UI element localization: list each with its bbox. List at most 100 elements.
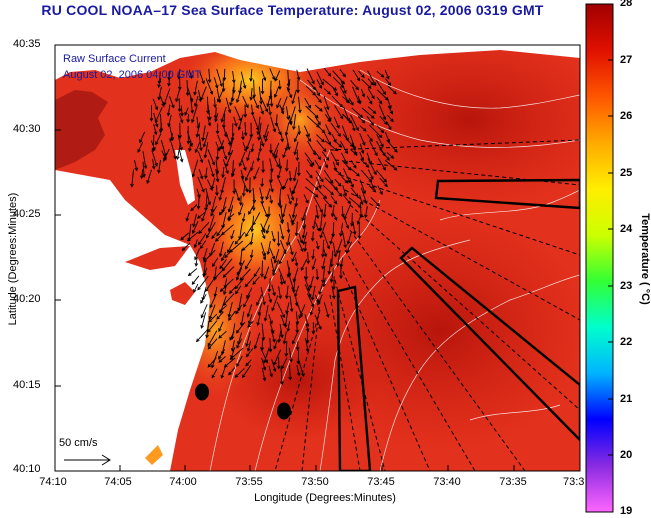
bay-water	[125, 246, 190, 270]
current-vector	[168, 122, 174, 141]
current-vector	[303, 125, 310, 137]
current-vector	[294, 141, 299, 155]
current-vector	[279, 197, 282, 209]
current-vector-head	[290, 251, 294, 256]
current-vector-head	[301, 217, 305, 222]
current-vector	[252, 212, 261, 226]
current-vector-head	[262, 235, 266, 240]
current-vector	[248, 314, 253, 324]
current-vector-head	[154, 106, 159, 111]
current-vector-head	[317, 165, 322, 170]
long-island-land	[55, 45, 580, 80]
current-vector-head	[214, 84, 219, 89]
current-vector-head	[368, 100, 373, 105]
current-vector-head	[229, 356, 234, 361]
current-vector	[186, 86, 193, 102]
current-vector-head	[157, 169, 161, 174]
current-vector	[288, 241, 293, 255]
current-vector	[274, 86, 280, 98]
current-vector	[175, 89, 180, 102]
current-vector-head	[389, 110, 393, 115]
current-vector	[178, 68, 181, 79]
current-vector	[152, 158, 155, 169]
current-vector-head	[311, 80, 315, 85]
current-vector	[330, 195, 338, 204]
current-vector-head	[286, 229, 291, 234]
current-vector	[361, 78, 372, 89]
current-vector	[376, 96, 383, 104]
current-vector-head	[295, 157, 300, 162]
current-vector-head	[370, 115, 375, 119]
current-vector	[284, 312, 288, 328]
current-vector	[323, 131, 331, 146]
current-vector	[230, 347, 244, 360]
current-vector-head	[262, 256, 267, 261]
current-vector	[297, 359, 305, 377]
current-vector	[178, 113, 183, 123]
current-vector	[289, 187, 294, 201]
current-vector-head	[304, 276, 309, 281]
current-vector-head	[244, 177, 249, 182]
current-vector	[350, 160, 357, 169]
current-vector	[134, 159, 138, 171]
current-vector-head	[330, 191, 334, 196]
current-vector-head	[151, 165, 156, 170]
current-vector-head	[365, 164, 370, 168]
current-vector	[210, 205, 218, 216]
current-vector	[244, 121, 247, 136]
current-vector-head	[337, 171, 342, 176]
current-vector	[223, 284, 228, 295]
current-vector	[142, 161, 145, 177]
current-vector-head	[195, 133, 200, 138]
current-vector-head	[352, 231, 357, 236]
current-vector	[213, 77, 218, 89]
current-vector-head	[157, 96, 162, 101]
current-vector	[219, 186, 224, 201]
current-vector-head	[329, 263, 334, 268]
current-vector-head	[203, 154, 208, 159]
current-vector	[332, 76, 344, 88]
current-vector	[295, 257, 298, 266]
current-vector	[323, 158, 328, 168]
current-vector-head	[362, 190, 366, 195]
current-vector-head	[139, 139, 143, 144]
current-vector-head	[350, 102, 354, 106]
current-vector	[203, 267, 208, 276]
current-vector-head	[260, 183, 264, 188]
current-vector-head	[196, 205, 201, 210]
current-vector	[324, 140, 338, 152]
current-vector	[141, 169, 144, 179]
current-vector-head	[325, 106, 330, 111]
current-vector	[205, 187, 211, 205]
current-vector-head	[280, 381, 284, 386]
current-vector	[219, 259, 227, 269]
current-vector	[287, 69, 290, 87]
current-vector	[278, 268, 286, 284]
current-vector-head	[193, 91, 197, 96]
x-tick-label: 74:05	[104, 476, 132, 488]
current-vector	[314, 104, 323, 112]
current-vector	[251, 104, 254, 116]
current-vector	[346, 241, 352, 253]
current-vector-head	[364, 200, 368, 205]
current-vector-head	[283, 250, 287, 255]
current-vector	[231, 323, 236, 339]
current-vector-head	[307, 293, 312, 298]
current-vector-head	[378, 134, 383, 139]
current-vector	[180, 105, 183, 116]
current-vector	[238, 203, 244, 216]
current-vector-head	[194, 256, 198, 261]
x-tick-label: 73:40	[433, 476, 461, 488]
current-vector	[340, 222, 344, 237]
current-vector	[303, 194, 309, 204]
current-vector-head	[192, 223, 196, 228]
current-vector	[240, 169, 244, 179]
current-vector	[288, 347, 292, 362]
current-vector	[295, 221, 298, 236]
current-vector	[278, 286, 282, 299]
current-vector	[323, 302, 329, 318]
current-vector-head	[166, 112, 171, 117]
current-vector-head	[268, 111, 272, 116]
current-vector	[194, 95, 199, 107]
current-vector	[215, 168, 219, 182]
